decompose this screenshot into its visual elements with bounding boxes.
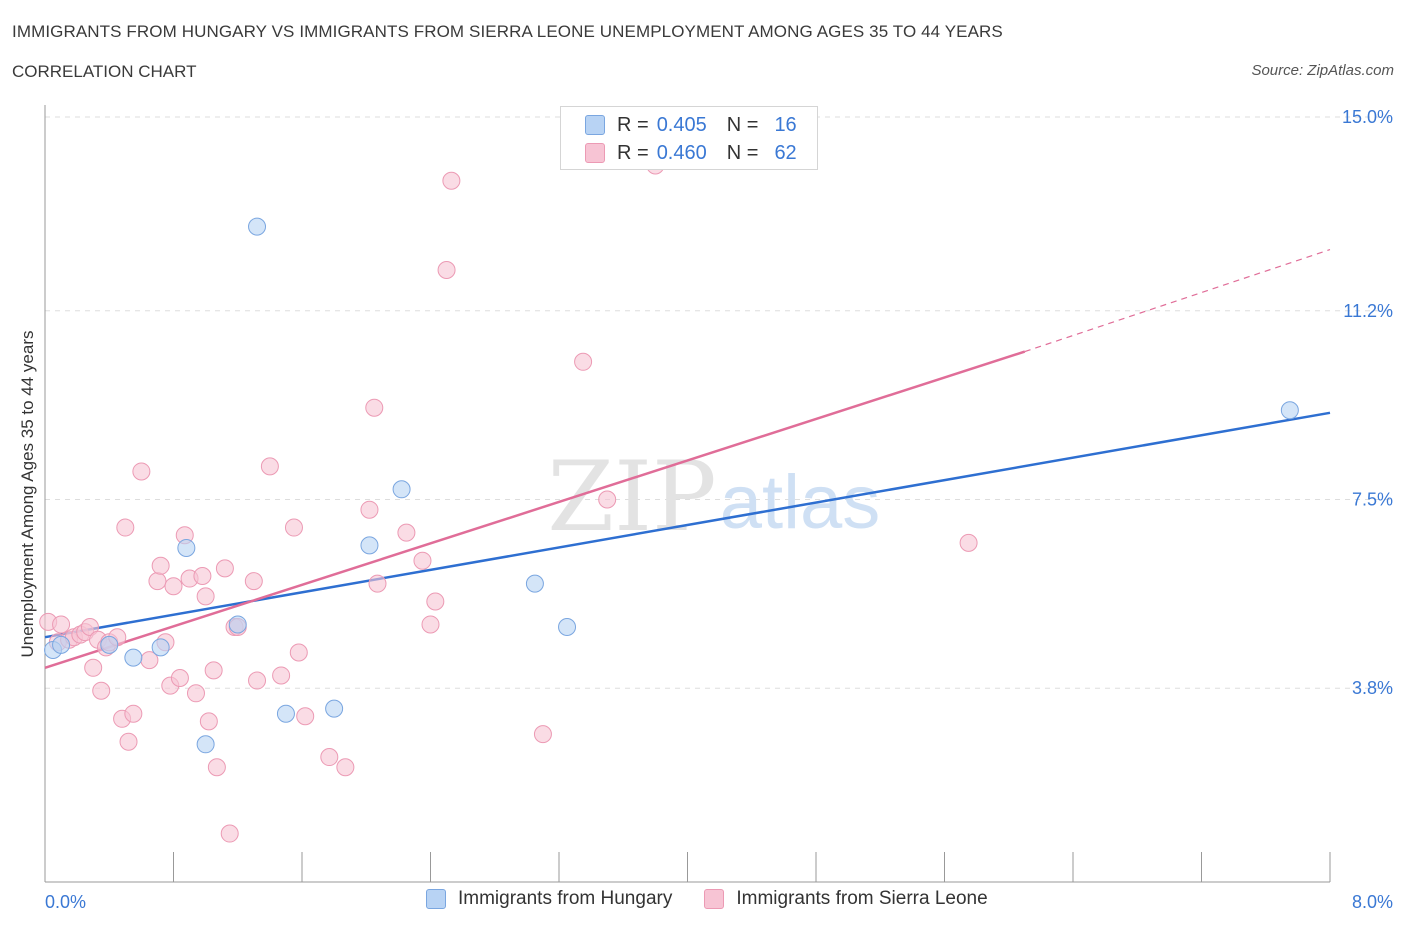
data-point-sierra-leone (336, 758, 355, 777)
x-tick-label: 0.0% (45, 892, 86, 912)
trend-line-sierra-leone (44, 350, 1026, 669)
trend-line-sierra-leone-extension (1024, 249, 1331, 353)
data-point-sierra-leone (84, 658, 103, 677)
data-point-hungary (100, 635, 119, 654)
data-point-hungary (228, 615, 247, 634)
data-point-sierra-leone (124, 704, 143, 723)
data-point-sierra-leone (80, 618, 99, 636)
data-point-sierra-leone (132, 462, 151, 481)
data-point-sierra-leone (170, 669, 189, 687)
trend-lines (44, 249, 1331, 669)
legend-n-value: 16 (774, 113, 797, 136)
data-point-hungary (325, 699, 344, 718)
data-point-sierra-leone (116, 518, 135, 537)
data-point-sierra-leone (360, 500, 379, 519)
data-point-sierra-leone (151, 556, 170, 575)
data-point-sierra-leone (437, 261, 456, 279)
source-label: Source: ZipAtlas.com (1251, 62, 1394, 79)
legend-n-label: N = (726, 113, 759, 136)
x-tick-label: 8.0% (1352, 892, 1393, 912)
legend-n-value: 62 (774, 141, 797, 164)
data-point-hungary (196, 735, 215, 754)
data-point-hungary (177, 538, 196, 557)
legend-item-sierra-leone[interactable]: Immigrants from Sierra Leone (704, 888, 988, 910)
data-point-sierra-leone (426, 592, 445, 611)
data-point-sierra-leone (220, 824, 239, 843)
data-point-sierra-leone (296, 707, 315, 726)
data-point-sierra-leone (260, 457, 279, 476)
data-point-sierra-leone (193, 567, 212, 585)
data-point-sierra-leone (199, 712, 218, 731)
legend-n-label: N = (726, 141, 759, 164)
data-point-sierra-leone (368, 574, 387, 593)
tick-labels: 3.8% 7.5% 11.2% 15.0% 0.0% 8.0% (45, 107, 1393, 912)
legend-row-sierra-leone: R = 0.460 N = 62 (585, 142, 797, 164)
legend-label-hungary: Immigrants from Hungary (458, 888, 673, 909)
data-point-hungary (360, 536, 379, 555)
data-point-sierra-leone (574, 352, 593, 371)
data-point-sierra-leone (119, 732, 138, 751)
data-point-sierra-leone (442, 171, 461, 190)
legend-row-hungary: R = 0.405 N = 16 (585, 114, 797, 136)
data-point-sierra-leone (365, 398, 384, 417)
y-tick-label: 15.0% (1342, 107, 1393, 127)
legend-r-label: R = (617, 141, 649, 164)
data-point-sierra-leone (92, 681, 111, 700)
data-point-sierra-leone (52, 615, 71, 634)
data-point-sierra-leone (207, 758, 226, 777)
series-hungary-points (44, 217, 1299, 754)
watermark-atlas: atlas (720, 460, 881, 545)
data-point-sierra-leone (959, 533, 978, 552)
data-point-sierra-leone (284, 518, 303, 537)
chart-title: IMMIGRANTS FROM HUNGARY VS IMMIGRANTS FR… (12, 22, 1003, 41)
legend-r-label: R = (617, 113, 649, 136)
legend-swatch-hungary (585, 115, 605, 135)
data-point-sierra-leone (289, 643, 308, 662)
y-tick-label: 3.8% (1352, 678, 1393, 698)
data-point-sierra-leone (196, 587, 215, 606)
data-point-hungary (151, 638, 170, 657)
legend-label-sierra-leone: Immigrants from Sierra Leone (736, 888, 988, 909)
data-point-sierra-leone (244, 572, 263, 591)
data-point-sierra-leone (148, 572, 167, 591)
legend-item-hungary[interactable]: Immigrants from Hungary (426, 888, 672, 910)
chart-subtitle: CORRELATION CHART (12, 62, 197, 81)
legend-swatch-sierra-leone (704, 889, 725, 909)
data-point-sierra-leone (397, 523, 416, 542)
data-point-sierra-leone (421, 615, 440, 634)
data-point-hungary (1280, 401, 1299, 420)
axes (44, 105, 1331, 883)
data-point-sierra-leone (598, 490, 617, 509)
data-point-sierra-leone (248, 671, 267, 690)
y-axis-label: Unemployment Among Ages 35 to 44 years (18, 330, 37, 658)
correlation-legend: R = 0.405 N = 16 R = 0.460 N = 62 (560, 106, 818, 170)
data-point-hungary (558, 618, 577, 636)
y-tick-label: 7.5% (1352, 490, 1393, 510)
y-tick-label: 11.2% (1343, 301, 1393, 321)
data-point-hungary (525, 574, 544, 593)
data-point-hungary (124, 648, 143, 667)
data-point-sierra-leone (413, 551, 432, 570)
legend-r-value: 0.405 (656, 113, 707, 136)
data-point-sierra-leone (186, 684, 205, 703)
data-point-sierra-leone (204, 661, 223, 680)
data-point-hungary (248, 217, 267, 236)
legend-swatch-hungary (426, 889, 446, 909)
data-point-hungary (392, 480, 411, 499)
watermark: ZIP atlas (547, 441, 880, 553)
legend-r-value: 0.460 (656, 141, 707, 164)
data-point-sierra-leone (533, 725, 552, 744)
data-point-sierra-leone (164, 577, 183, 596)
data-point-sierra-leone (215, 559, 234, 578)
data-point-hungary (52, 635, 71, 654)
legend-swatch-sierra-leone (585, 143, 605, 163)
series-legend: Immigrants from Hungary Immigrants from … (426, 888, 1020, 910)
data-point-sierra-leone (272, 666, 291, 685)
data-point-sierra-leone (320, 748, 339, 767)
data-point-hungary (276, 704, 295, 723)
